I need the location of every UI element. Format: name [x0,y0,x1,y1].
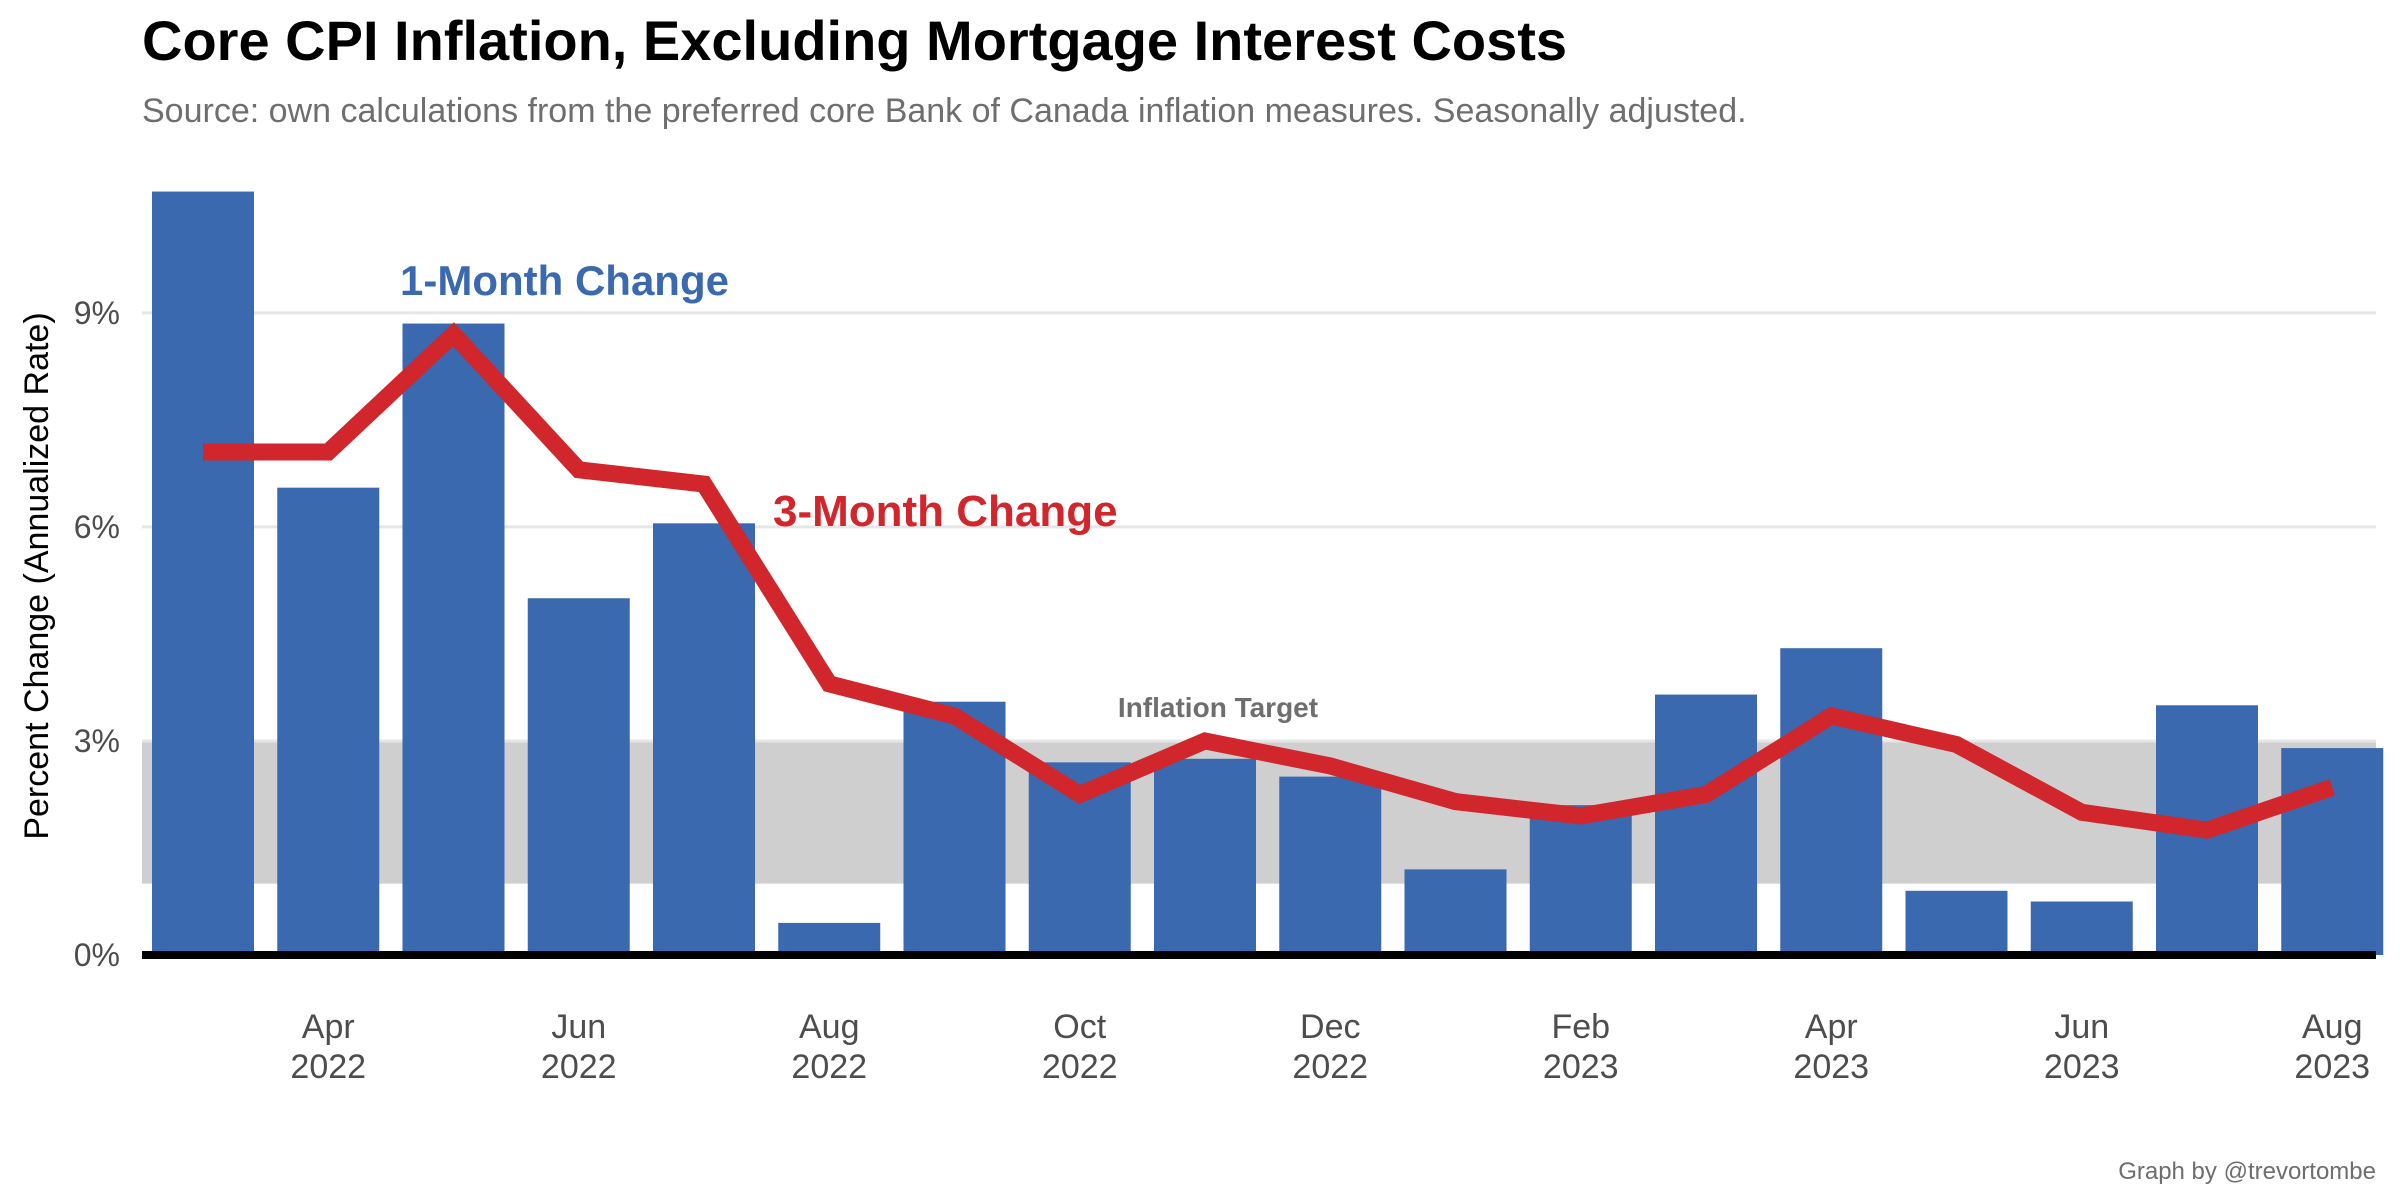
chart-caption: Graph by @trevortombe [2118,1158,2376,1185]
bar-2022-12 [1279,776,1382,955]
bar-2022-07 [653,523,755,955]
annotation-inflation-target: Inflation Target [1118,692,1318,723]
bar-2023-08 [2281,748,2384,955]
x-tick-label: Aug 2023 [2294,1008,2370,1086]
x-tick-label: Apr 2023 [1793,1008,1869,1086]
bar-2022-04 [277,487,380,955]
bar-2023-02 [1529,805,1632,955]
y-tick-label: 9% [74,295,120,331]
y-tick-label: 0% [74,937,120,973]
bar-2022-06 [527,598,630,955]
bar-2022-11 [1154,758,1256,955]
annotation-1-month-change: 1-Month Change [400,257,729,304]
y-axis-label: Percent Change (Annualized Rate) [18,312,56,839]
bar-2023-01 [1404,869,1507,955]
x-tick-label: Dec 2022 [1292,1008,1368,1086]
chart-title: Core CPI Inflation, Excluding Mortgage I… [142,9,1568,72]
line-3-month-change [203,322,2335,839]
bar-2023-03 [1655,694,1757,955]
bar-2023-06 [2030,901,2133,955]
y-tick-label: 3% [74,723,120,759]
x-tick-label: Apr 2022 [290,1008,366,1086]
chart-subtitle: Source: own calculations from the prefer… [142,92,1747,130]
x-tick-label: Oct 2022 [1042,1008,1118,1086]
x-tick-label: Jun 2022 [541,1008,617,1086]
x-tick-label: Jun 2023 [2044,1008,2120,1086]
bar-2022-05 [402,323,505,955]
x-tick-label: Aug 2022 [791,1008,867,1086]
y-tick-label: 6% [74,509,120,545]
annotation-3-month-change: 3-Month Change [773,487,1118,536]
bar-2022-03 [152,191,254,955]
bar-2023-04 [1780,648,1883,955]
bar-2023-05 [1905,890,2008,955]
bar-2022-08 [778,922,881,955]
x-tick-label: Feb 2023 [1543,1008,1619,1086]
